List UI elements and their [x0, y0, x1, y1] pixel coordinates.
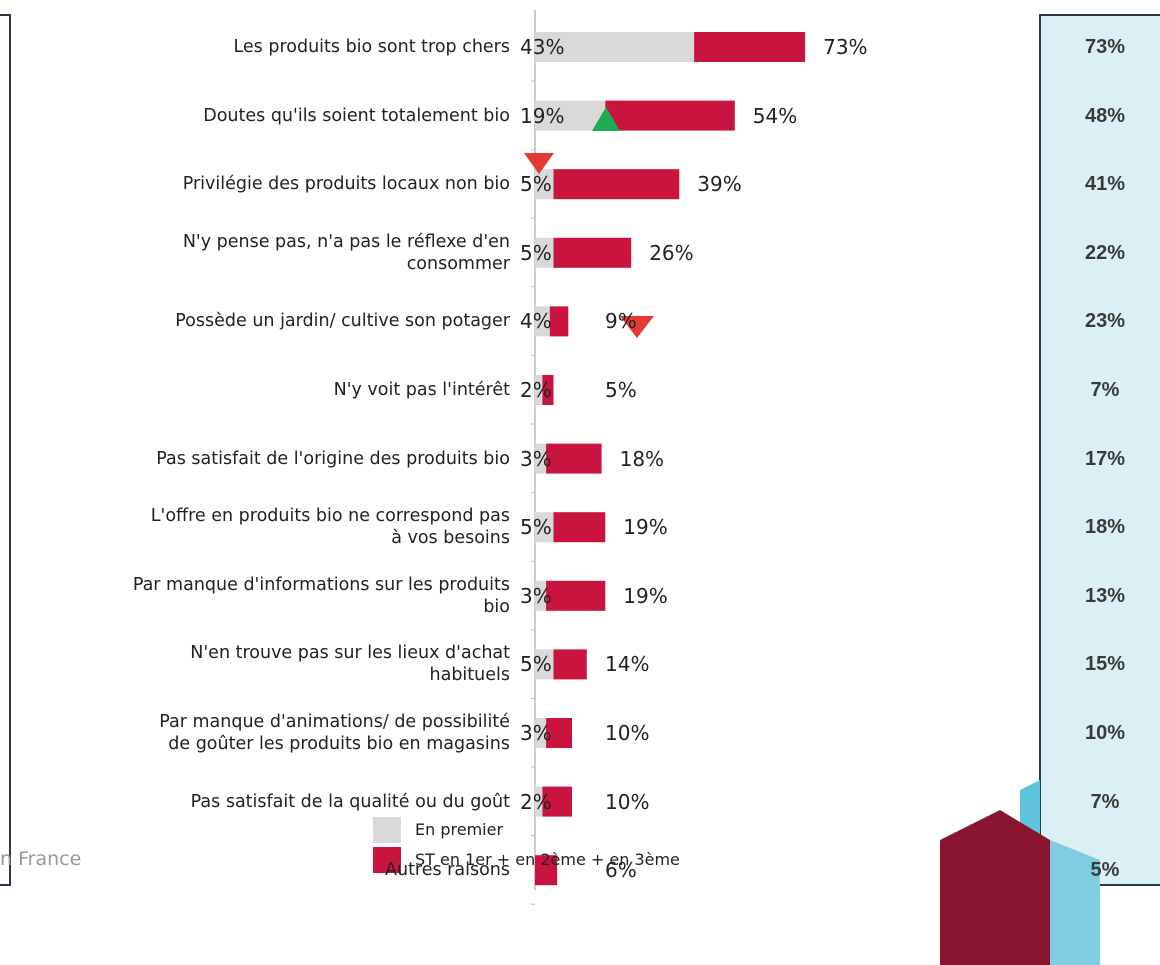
side-value: 7%	[1090, 379, 1120, 401]
value-label: 43%	[520, 35, 565, 59]
category-label: Autres raisons	[385, 860, 510, 881]
side-value: 23%	[1084, 310, 1126, 333]
bar-first	[535, 32, 695, 62]
bar-first	[535, 169, 554, 200]
category-label: Possède un jardin/ cultive son potager	[175, 311, 510, 332]
bar-total	[553, 512, 606, 543]
value-label: 3%	[520, 721, 552, 745]
side-value: 73%	[1084, 36, 1126, 58]
bar-total	[553, 237, 632, 268]
category-label: L'offre en produits bio ne correspond pa…	[150, 506, 510, 549]
decor	[1050, 840, 1100, 965]
value-label: 73%	[823, 35, 868, 59]
bar-first	[535, 580, 547, 611]
side-value: 22%	[1084, 241, 1126, 264]
bar-total	[546, 580, 606, 611]
decor	[940, 810, 1050, 965]
value-label: 2%	[520, 378, 552, 402]
bar-first	[535, 306, 550, 337]
bar-first	[535, 649, 554, 680]
category-label: N'en trouve pas sur les lieux d'achat ha…	[190, 643, 510, 686]
bar-total	[542, 375, 554, 405]
bar-first	[535, 718, 547, 748]
legend-swatch	[373, 817, 401, 843]
bar-first	[535, 100, 606, 131]
value-label: 14%	[605, 652, 650, 677]
bar-total	[605, 100, 735, 131]
marker-up	[592, 107, 620, 131]
side-value: 17%	[1084, 447, 1126, 470]
side-value: 13%	[1084, 584, 1126, 607]
footer: n France	[0, 848, 82, 870]
category-label: Privilégie des produits locaux non bio	[182, 174, 510, 195]
bar-total	[553, 649, 587, 680]
bar-total	[553, 169, 680, 200]
value-label: 26%	[649, 240, 694, 265]
category-label: Pas satisfait de la qualité ou du goût	[190, 791, 510, 812]
value-label: 6%	[605, 858, 637, 883]
value-label: 39%	[697, 172, 742, 197]
category-label: Pas satisfait de l'origine des produits …	[156, 448, 510, 469]
bar-first	[535, 375, 543, 405]
value-label: 18%	[619, 446, 665, 471]
value-label: 5%	[520, 172, 552, 197]
value-label: 9%	[605, 309, 637, 334]
value-label: 3%	[520, 446, 552, 471]
category-label: Par manque d'informations sur les produi…	[132, 574, 510, 617]
value-label: 10%	[605, 721, 650, 745]
value-label: 5%	[605, 378, 637, 402]
bar-total	[542, 786, 572, 817]
category-label: N'y voit pas l'intérêt	[333, 380, 510, 400]
bar-total	[535, 855, 558, 886]
value-label: 19%	[623, 515, 668, 540]
marker-down	[620, 316, 654, 338]
side-value: 5%	[1090, 859, 1120, 882]
value-label: 2%	[520, 789, 552, 814]
bar-total	[546, 718, 572, 748]
category-label: Les produits bio sont trop chers	[233, 37, 510, 57]
value-label: 4%	[520, 309, 552, 334]
left-panel	[0, 14, 11, 886]
bar-first	[535, 786, 543, 817]
value-label: 54%	[752, 103, 798, 128]
bar-first	[535, 237, 554, 268]
side-value: 41%	[1084, 173, 1126, 196]
category-label: N'y pense pas, n'a pas le réflexe d'en c…	[182, 231, 510, 274]
bar-first	[535, 512, 554, 543]
legend-label: En premier	[415, 820, 504, 839]
value-label: 19%	[520, 103, 565, 128]
value-label: 10%	[605, 789, 650, 814]
side-value: 48%	[1084, 104, 1126, 127]
value-label: 5%	[520, 652, 552, 677]
value-label: 5%	[520, 240, 552, 265]
value-label: 19%	[623, 583, 668, 608]
side-value: 7%	[1090, 790, 1120, 813]
side-value: 15%	[1084, 653, 1126, 676]
side-value: 18%	[1084, 516, 1126, 539]
legend-swatch	[373, 847, 401, 873]
side-value: 10%	[1084, 722, 1126, 744]
legend-label: ST en 1er + en 2ème + en 3ème	[415, 850, 680, 869]
marker-down	[524, 153, 554, 174]
bar-first	[535, 443, 547, 474]
bar-total	[694, 32, 806, 62]
bar-total	[546, 443, 602, 474]
bar-total	[549, 306, 569, 337]
category-label: Doutes qu'ils soient totalement bio	[203, 105, 510, 126]
value-label: 3%	[520, 583, 552, 608]
side-panel	[1039, 14, 1160, 886]
category-label: Par manque d'animations/ de possibilité …	[159, 712, 510, 754]
value-label: 5%	[520, 515, 552, 540]
